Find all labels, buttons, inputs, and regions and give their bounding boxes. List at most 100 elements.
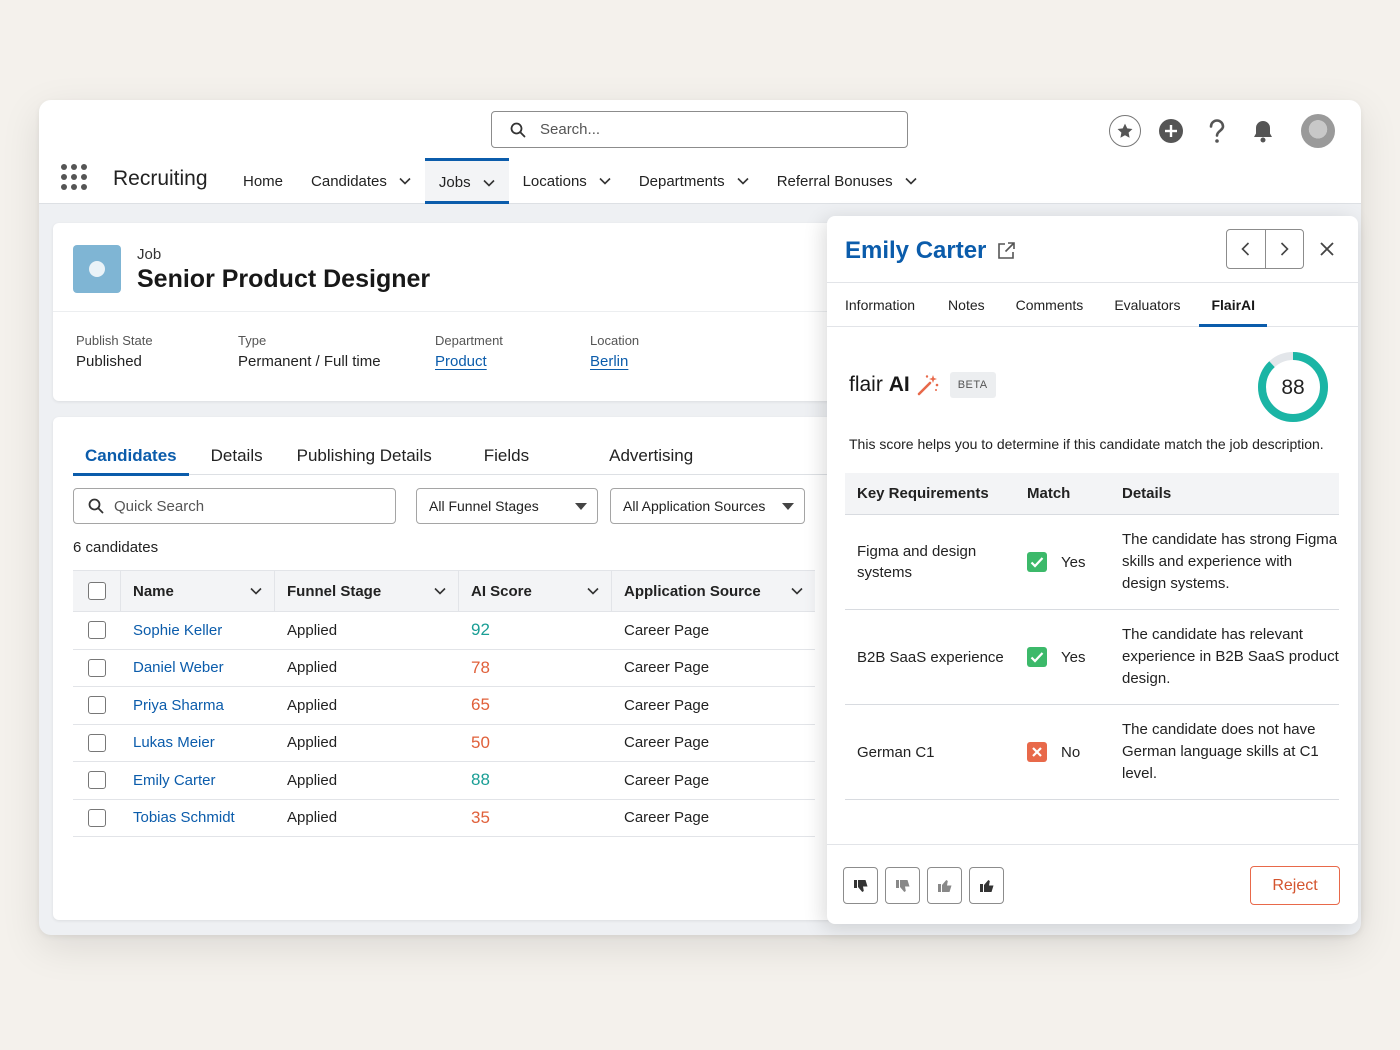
application-source-filter[interactable]: All Application Sources (610, 488, 805, 524)
nav-jobs[interactable]: Jobs (424, 158, 509, 204)
tab-publishing-details[interactable]: Publishing Details (296, 446, 432, 465)
chevron-down-icon[interactable] (399, 177, 411, 185)
chevron-down-icon[interactable] (599, 177, 611, 185)
candidate-name[interactable]: Emily Carter (845, 237, 987, 264)
ai-score: 35 (471, 807, 490, 827)
notifications-button[interactable] (1247, 115, 1279, 147)
tab-comments[interactable]: Comments (1015, 296, 1084, 313)
candidate-name-heading[interactable]: Emily Carter (845, 237, 1016, 265)
funnel-stage-filter[interactable]: All Funnel Stages (416, 488, 598, 524)
app-launcher-icon[interactable] (61, 164, 87, 190)
job-header-card: Job Senior Product Designer Publish Stat… (53, 223, 853, 401)
main-nav: Home Candidates Jobs Locations Departmen… (229, 158, 931, 204)
department-link[interactable]: Product (435, 353, 487, 370)
table-row[interactable]: Lukas Meier Applied 50 Career Page (73, 725, 815, 762)
check-icon (1027, 647, 1047, 667)
candidates-table: Name Funnel Stage AI Score Application S… (73, 570, 815, 837)
row-checkbox[interactable] (88, 621, 106, 640)
tab-advertising[interactable]: Advertising (609, 446, 694, 465)
search-input[interactable] (540, 121, 860, 138)
candidate-name-link[interactable]: Daniel Weber (133, 659, 224, 677)
tab-flairai[interactable]: FlairAI (1199, 283, 1267, 327)
funnel-stage-cell: Applied (287, 771, 338, 789)
row-checkbox[interactable] (88, 658, 106, 677)
tab-details[interactable]: Details (210, 446, 263, 465)
candidate-name-link[interactable]: Priya Sharma (133, 696, 224, 714)
match-text: Yes (1061, 648, 1086, 666)
tab-candidates[interactable]: Candidates (73, 437, 189, 476)
help-icon (1209, 119, 1225, 143)
requirement-details: The candidate has relevant experience in… (1122, 626, 1339, 687)
nav-departments[interactable]: Departments (625, 158, 763, 204)
row-checkbox[interactable] (88, 808, 106, 827)
tab-fields[interactable]: Fields (483, 446, 530, 465)
column-ai-score[interactable]: AI Score (459, 571, 612, 611)
field-label: Department (435, 333, 503, 348)
tab-notes[interactable]: Notes (948, 296, 985, 313)
strong-dislike-button[interactable] (843, 867, 878, 904)
table-row[interactable]: Emily Carter Applied 88 Career Page (73, 762, 815, 800)
requirements-table: Key Requirements Match Details Figma and… (845, 473, 1339, 800)
nav-candidates[interactable]: Candidates (297, 158, 425, 204)
location-link[interactable]: Berlin (590, 353, 629, 370)
nav-locations[interactable]: Locations (509, 158, 625, 204)
column-funnel-stage[interactable]: Funnel Stage (275, 571, 459, 611)
global-search[interactable] (491, 111, 908, 148)
external-link-icon[interactable] (996, 241, 1016, 261)
row-checkbox[interactable] (88, 733, 106, 752)
chevron-down-icon[interactable] (791, 587, 803, 595)
quick-search-input[interactable] (114, 497, 374, 515)
chevron-down-icon[interactable] (483, 179, 495, 187)
ai-score: 78 (471, 657, 490, 677)
add-button[interactable] (1155, 115, 1187, 147)
candidate-name-link[interactable]: Sophie Keller (133, 621, 223, 639)
row-checkbox[interactable] (88, 771, 106, 790)
column-label: Application Source (624, 582, 761, 600)
application-source-cell: Career Page (624, 809, 710, 827)
divider (53, 311, 853, 312)
donut-score-label: 88 (1281, 376, 1304, 399)
strong-like-button[interactable] (969, 867, 1004, 904)
candidate-name-link[interactable]: Lukas Meier (133, 734, 215, 752)
chevron-down-icon[interactable] (434, 587, 446, 595)
quick-search[interactable] (73, 488, 396, 524)
row-checkbox[interactable] (88, 696, 106, 715)
field-type: Type Permanent / Full time (238, 333, 381, 370)
candidate-name-link[interactable]: Emily Carter (133, 771, 216, 789)
avatar[interactable] (1301, 114, 1335, 148)
next-button[interactable] (1266, 230, 1304, 268)
column-label: AI Score (471, 582, 532, 600)
help-button[interactable] (1201, 115, 1233, 147)
dislike-button[interactable] (885, 867, 920, 904)
check-icon (1027, 552, 1047, 572)
ai-score: 65 (471, 695, 490, 715)
header-match: Match (1027, 485, 1071, 502)
table-row[interactable]: Daniel Weber Applied 78 Career Page (73, 650, 815, 687)
close-button[interactable] (1317, 239, 1337, 259)
chevron-down-icon[interactable] (737, 177, 749, 185)
table-row[interactable]: Priya Sharma Applied 65 Career Page (73, 687, 815, 725)
star-icon (1117, 123, 1133, 138)
chevron-down-icon[interactable] (587, 587, 599, 595)
candidate-name-link[interactable]: Tobias Schmidt (133, 809, 235, 827)
chevron-down-icon[interactable] (250, 587, 262, 595)
nav-home[interactable]: Home (229, 158, 297, 204)
candidate-count: 6 candidates (73, 539, 159, 556)
table-row[interactable]: Sophie Keller Applied 92 Career Page (73, 612, 815, 650)
table-row[interactable]: Tobias Schmidt Applied 35 Career Page (73, 800, 815, 837)
tab-evaluators[interactable]: Evaluators (1114, 296, 1181, 313)
chevron-down-icon[interactable] (905, 177, 917, 185)
nav-referral-bonuses[interactable]: Referral Bonuses (763, 158, 931, 204)
donut-arc (1258, 352, 1328, 422)
tab-information[interactable]: Information (845, 296, 916, 313)
previous-button[interactable] (1227, 230, 1266, 268)
column-application-source[interactable]: Application Source (612, 571, 815, 611)
reject-button[interactable]: Reject (1250, 866, 1340, 905)
caret-down-icon (782, 502, 794, 510)
column-name[interactable]: Name (121, 571, 275, 611)
panel-tabs: Information Notes Comments Evaluators Fl… (827, 282, 1358, 327)
select-all-checkbox[interactable] (87, 582, 106, 600)
match-text: Yes (1061, 553, 1086, 571)
favorites-button[interactable] (1109, 115, 1141, 147)
like-button[interactable] (927, 867, 962, 904)
